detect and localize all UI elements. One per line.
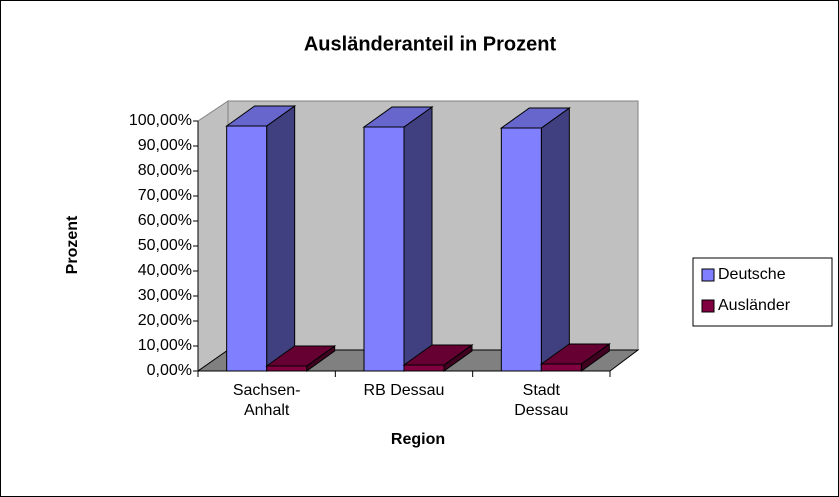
y-tick-label: 0,00% [147, 362, 192, 379]
legend-swatch [701, 268, 715, 282]
y-tick-label: 60,00% [138, 212, 192, 229]
side-wall [197, 100, 229, 372]
y-tick-label: 90,00% [138, 137, 192, 154]
y-tick-label: 80,00% [138, 162, 192, 179]
y-tick-label: 30,00% [138, 287, 192, 304]
x-tick-label: Stadt Dessau [514, 382, 569, 419]
x-tick-label: Sachsen-Anhalt [232, 382, 301, 419]
y-tick-label: 50,00% [138, 237, 192, 254]
y-tick-label: 10,00% [138, 337, 192, 354]
chart-title: Ausländeranteil in Prozent [304, 33, 557, 55]
y-tick-label: 40,00% [138, 262, 192, 279]
legend [692, 257, 833, 327]
legend-swatch [701, 299, 715, 313]
y-tick-label: 70,00% [138, 187, 192, 204]
bar [266, 365, 308, 372]
bar-side [403, 106, 433, 372]
bar-side [266, 105, 296, 372]
legend-label: Ausländer [718, 297, 791, 314]
bar [363, 126, 405, 372]
x-tick-label: RB Dessau [363, 382, 445, 399]
bar [500, 127, 542, 372]
x-axis-title: Region [391, 431, 445, 448]
bar [540, 363, 582, 372]
bar [403, 364, 445, 372]
y-tick-label: 20,00% [138, 312, 192, 329]
y-tick-label: 100,00% [129, 112, 192, 129]
legend-label: Deutsche [718, 266, 786, 283]
bar [226, 125, 268, 372]
y-axis-title: Prozent [64, 215, 81, 274]
bar-side [540, 107, 570, 372]
